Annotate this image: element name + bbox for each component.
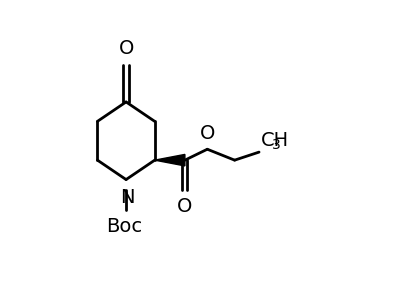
Text: O: O xyxy=(200,124,215,143)
Text: 3: 3 xyxy=(272,137,281,151)
Text: O: O xyxy=(177,197,193,216)
Text: Boc: Boc xyxy=(107,217,143,236)
Text: CH: CH xyxy=(261,131,288,150)
Text: O: O xyxy=(118,39,134,58)
Text: N: N xyxy=(120,188,134,207)
Polygon shape xyxy=(155,154,185,166)
